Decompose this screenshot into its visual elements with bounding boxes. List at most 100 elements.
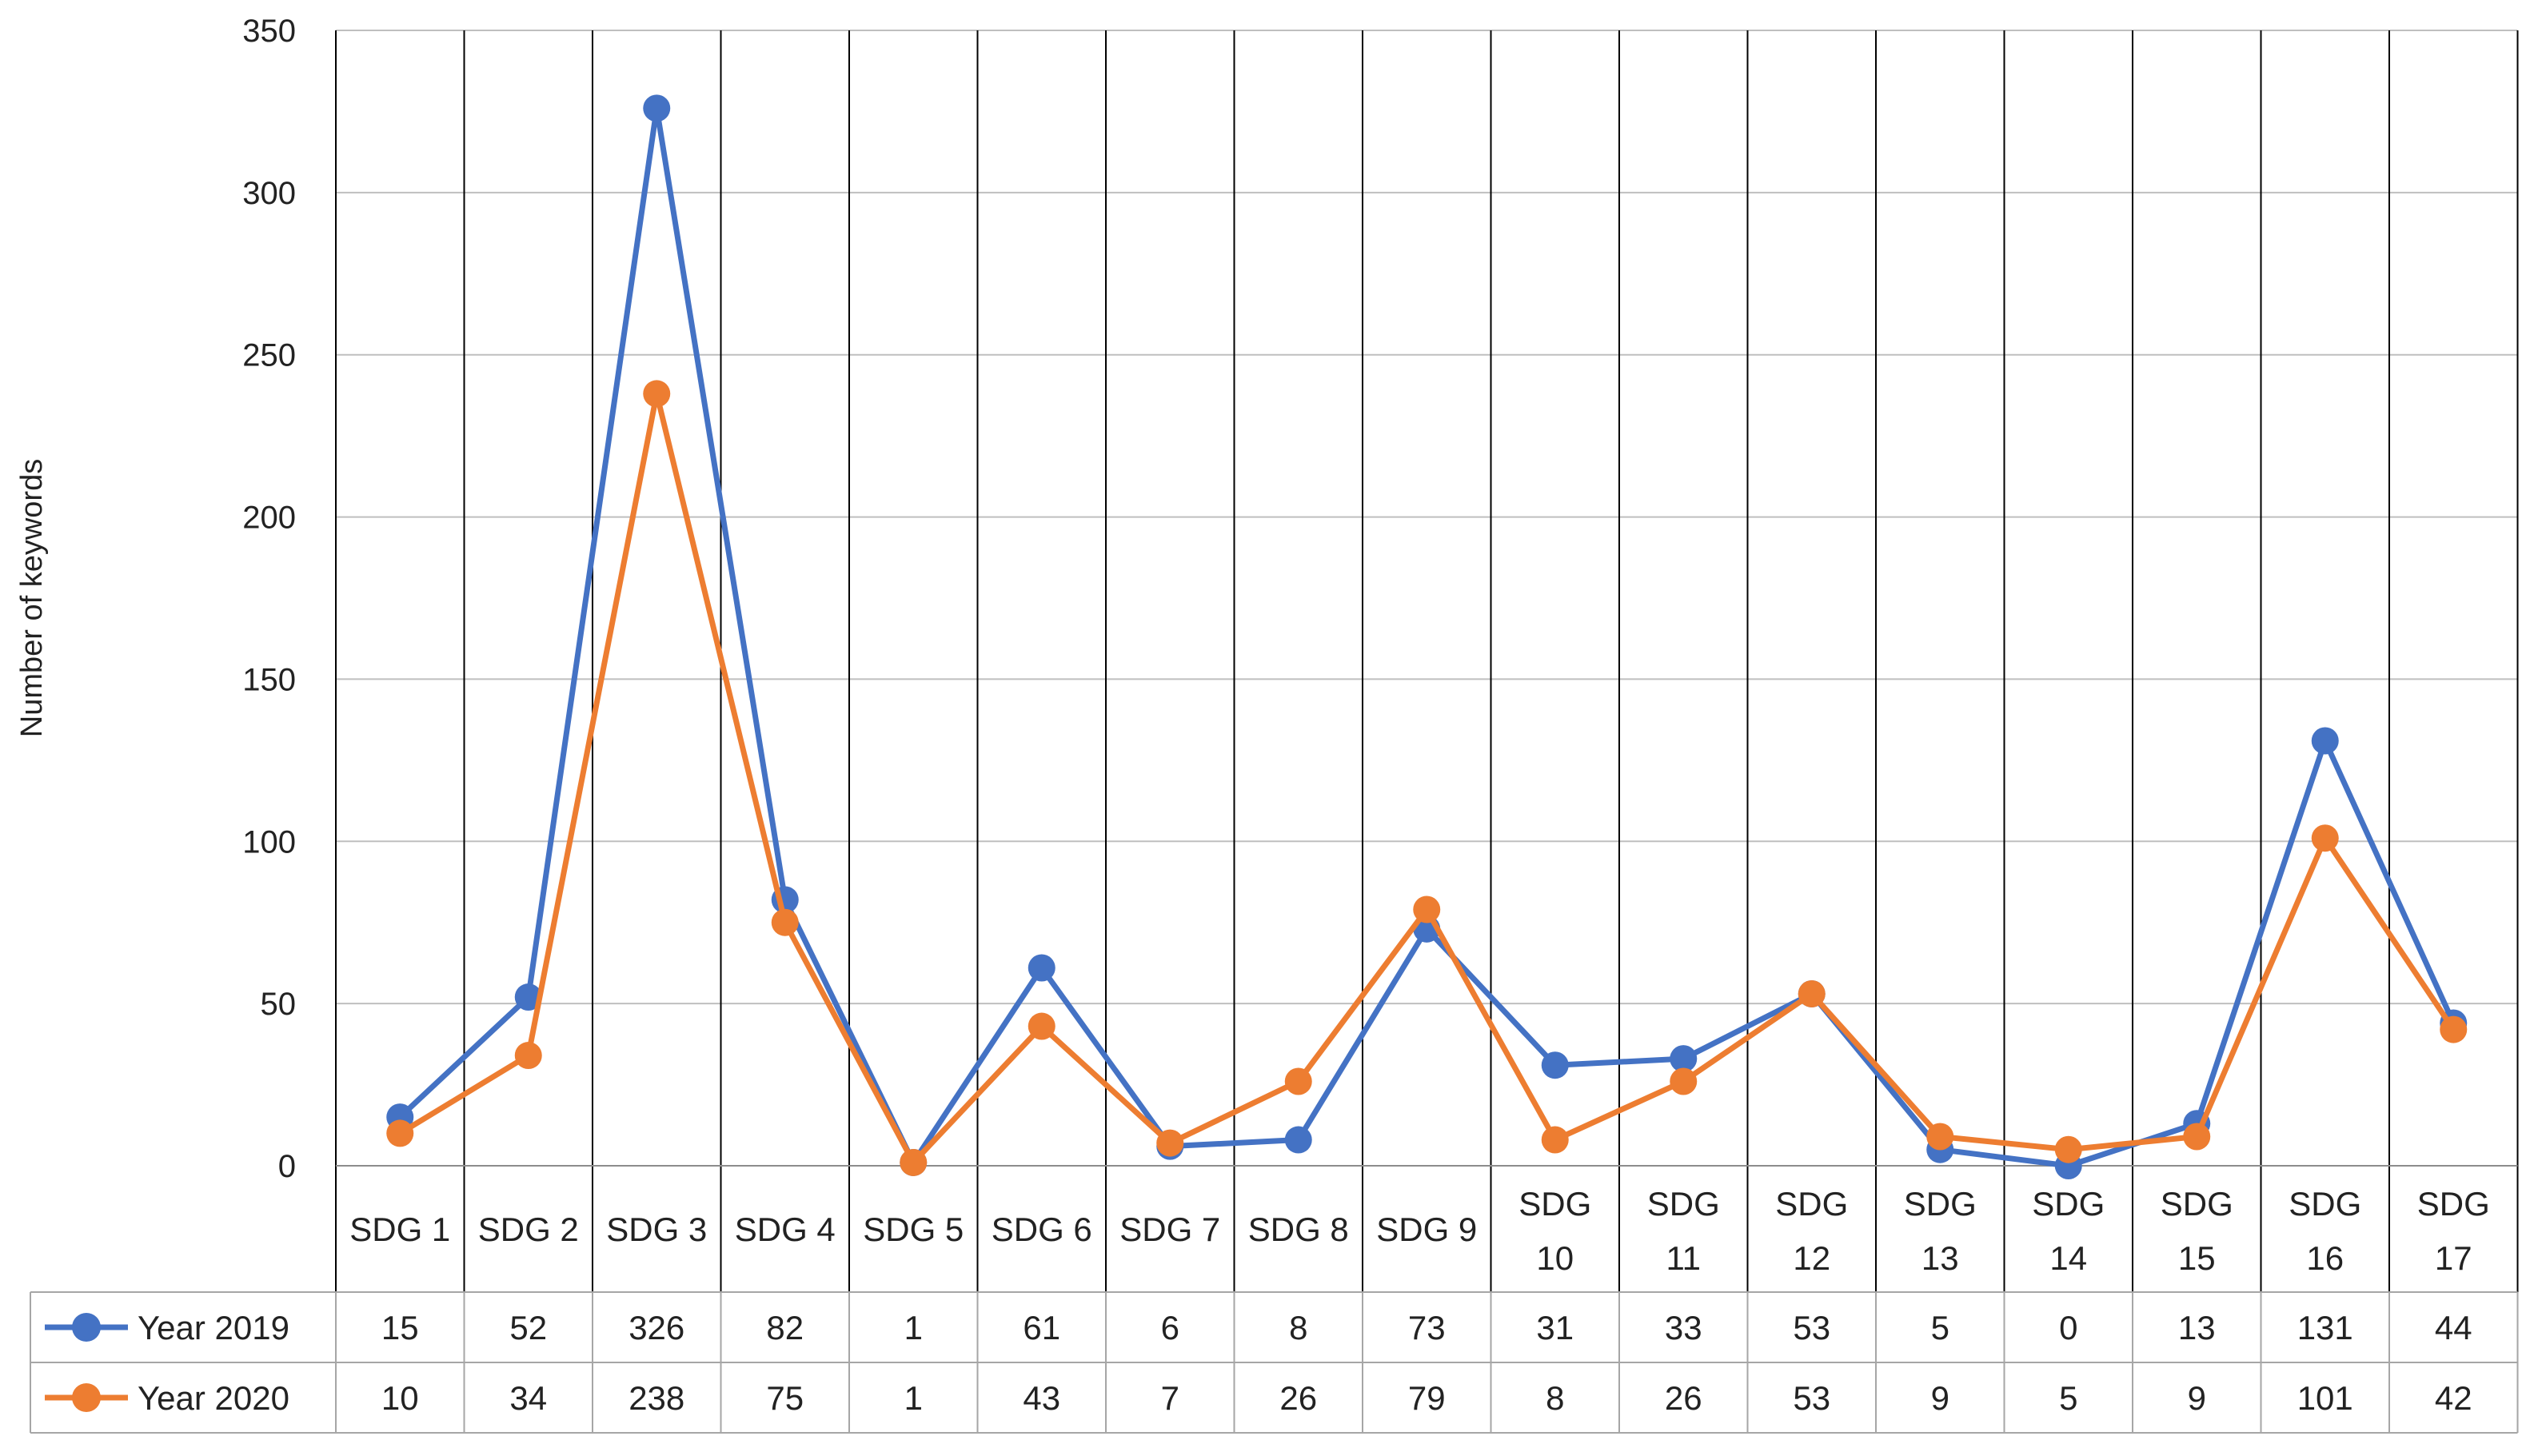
table-cell-value: 52 (509, 1309, 547, 1346)
table-cell-value: 9 (2188, 1379, 2206, 1417)
table-cell-value: 8 (1546, 1379, 1564, 1417)
y-tick-label: 350 (242, 14, 296, 49)
category-label: 14 (2049, 1239, 2087, 1277)
y-tick-label: 0 (278, 1149, 296, 1184)
table-cell-value: 44 (2435, 1309, 2472, 1346)
data-point (900, 1148, 928, 1176)
category-label: SDG 1 (349, 1211, 450, 1248)
category-label: SDG 6 (992, 1211, 1092, 1248)
y-tick-label: 50 (261, 987, 297, 1022)
data-point (1798, 979, 1826, 1007)
table-cell-value: 73 (1408, 1309, 1446, 1346)
category-label: SDG (2289, 1185, 2361, 1223)
data-point (643, 94, 671, 122)
data-point (1028, 1012, 1056, 1040)
legend-marker (72, 1313, 101, 1342)
data-point (2054, 1135, 2082, 1163)
data-point (1028, 954, 1056, 982)
data-point (1926, 1123, 1954, 1151)
table-cell-value: 10 (381, 1379, 419, 1417)
table-cell-value: 61 (1023, 1309, 1060, 1346)
table-cell-value: 5 (2059, 1379, 2077, 1417)
data-point (514, 1042, 542, 1070)
category-label: SDG (2417, 1185, 2490, 1223)
table-cell-value: 26 (1665, 1379, 1702, 1417)
table-cell-value: 82 (766, 1309, 804, 1346)
table-cell-value: 79 (1408, 1379, 1446, 1417)
y-tick-label: 200 (242, 501, 296, 536)
data-point (2440, 1015, 2468, 1043)
data-point (1156, 1129, 1184, 1157)
table-cell-value: 53 (1793, 1309, 1830, 1346)
table-cell-value: 34 (509, 1379, 547, 1417)
table-cell-value: 43 (1023, 1379, 1060, 1417)
data-point (1670, 1067, 1698, 1095)
series-line (397, 390, 2456, 1166)
data-point (514, 983, 542, 1011)
category-label: SDG (2161, 1185, 2233, 1223)
category-label: 10 (1536, 1239, 1574, 1277)
category-label: SDG 5 (863, 1211, 964, 1248)
data-point (1413, 896, 1441, 923)
table-cell-value: 26 (1279, 1379, 1317, 1417)
data-point (2311, 727, 2339, 755)
data-point (1670, 1045, 1698, 1073)
table-cell-value: 75 (766, 1379, 804, 1417)
category-label: 13 (1921, 1239, 1959, 1277)
table-cell-value: 5 (1931, 1309, 1949, 1346)
table-cell-value: 31 (1536, 1309, 1574, 1346)
table-cell-value: 13 (2178, 1309, 2216, 1346)
data-point (1284, 1067, 1312, 1095)
category-label: SDG 9 (1376, 1211, 1477, 1248)
table-cell-value: 8 (1289, 1309, 1307, 1346)
table-cell-value: 0 (2059, 1309, 2077, 1346)
table-cell-value: 1 (904, 1379, 923, 1417)
legend-marker (72, 1383, 101, 1412)
category-label: SDG 2 (478, 1211, 579, 1248)
y-tick-label: 150 (242, 662, 296, 697)
table-cell-value: 53 (1793, 1379, 1830, 1417)
data-point (2311, 824, 2339, 852)
category-label: SDG (1904, 1185, 1977, 1223)
table-cell-value: 9 (1931, 1379, 1949, 1417)
table-cell-value: 1 (904, 1309, 923, 1346)
data-point (2183, 1123, 2211, 1151)
y-tick-label: 250 (242, 338, 296, 373)
category-label: SDG 7 (1119, 1211, 1220, 1248)
category-label: SDG 8 (1248, 1211, 1349, 1248)
category-label: 12 (1793, 1239, 1830, 1277)
category-label: 15 (2178, 1239, 2216, 1277)
data-point (771, 908, 799, 936)
table-cell-value: 131 (2297, 1309, 2353, 1346)
table-cell-value: 33 (1665, 1309, 1702, 1346)
legend-label: Year 2020 (138, 1379, 289, 1417)
data-point (386, 1119, 414, 1147)
table-cell-value: 101 (2297, 1379, 2353, 1417)
data-point (1541, 1051, 1569, 1079)
table-cell-value: 7 (1161, 1379, 1179, 1417)
category-label: SDG (1775, 1185, 1848, 1223)
category-label: 16 (2306, 1239, 2344, 1277)
series-line (397, 105, 2456, 1169)
y-axis-label: Number of keywords (15, 459, 49, 737)
category-label: SDG 3 (606, 1211, 707, 1248)
y-tick-label: 100 (242, 824, 296, 860)
data-point (643, 380, 671, 408)
legend-label: Year 2019 (138, 1309, 289, 1346)
table-cell-value: 15 (381, 1309, 419, 1346)
table-cell-value: 326 (629, 1309, 684, 1346)
category-label: 17 (2435, 1239, 2472, 1277)
category-label: 11 (1666, 1239, 1701, 1277)
table-cell-value: 42 (2435, 1379, 2472, 1417)
category-label: SDG (1518, 1185, 1591, 1223)
category-label: SDG (2032, 1185, 2105, 1223)
data-point (1284, 1126, 1312, 1154)
category-label: SDG (1647, 1185, 1720, 1223)
y-tick-label: 300 (242, 176, 296, 211)
table-cell-value: 238 (629, 1379, 684, 1417)
category-label: SDG 4 (735, 1211, 836, 1248)
table-cell-value: 6 (1161, 1309, 1179, 1346)
data-point (1541, 1126, 1569, 1154)
